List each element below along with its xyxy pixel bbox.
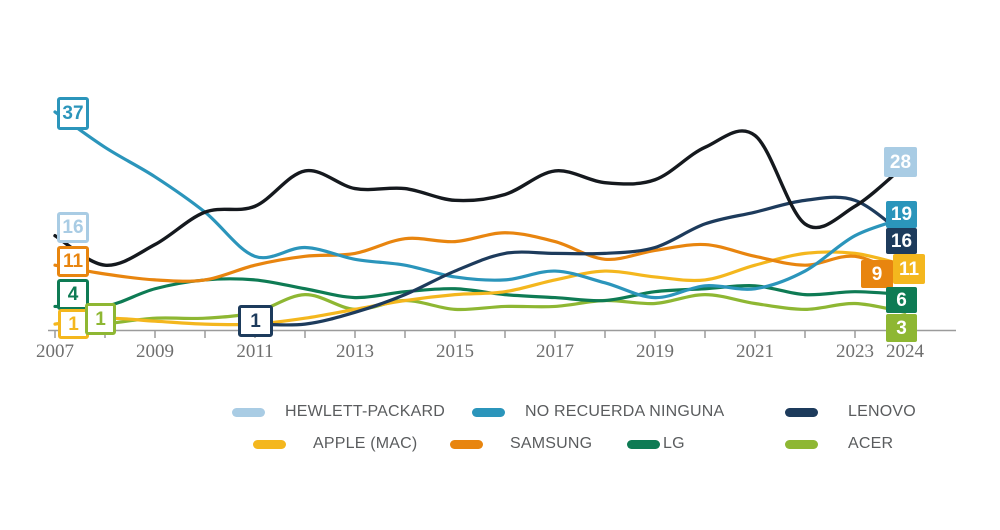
x-axis-tick-label: 2015 [436, 341, 474, 362]
legend-label-acer: ACER [848, 435, 894, 452]
series-line-no_recuerda [53, 110, 907, 300]
samsung-end-value-box: 9 [861, 260, 893, 288]
legend-swatch-lg [627, 440, 660, 449]
acer-end-value-box: 3 [886, 314, 917, 342]
lenovo-end-value-box: 16 [886, 228, 917, 254]
acer-start-value-box: 1 [85, 303, 116, 335]
no_recuerda-end-value-box: 19 [886, 201, 917, 228]
legend-swatch-samsung [450, 440, 483, 449]
legend-label-lg: LG [663, 435, 685, 452]
series-line-apple [53, 250, 907, 327]
legend-label-apple: APPLE (MAC) [313, 435, 418, 452]
lg-start-value-box: 4 [57, 279, 89, 310]
legend-swatch-acer [785, 440, 818, 449]
x-axis-tick-label: 2017 [536, 341, 574, 362]
x-axis-tick-label: 2013 [336, 341, 374, 362]
legend-swatch-no_recuerda [472, 408, 505, 417]
x-axis-tick-label: 2011 [236, 341, 273, 362]
series-line-acer [103, 293, 907, 326]
hp-start-value-box: 16 [57, 212, 89, 243]
series-line-samsung [53, 231, 907, 283]
lg-end-value-box: 6 [886, 287, 917, 313]
legend-label-hp: HEWLETT-PACKARD [285, 403, 446, 420]
samsung-start-value-box: 11 [57, 246, 89, 277]
x-axis-tick-label: 2023 [836, 341, 874, 362]
x-axis-tick-label: 2009 [136, 341, 174, 362]
series-line-lenovo [253, 195, 907, 327]
x-axis-tick-label: 2019 [636, 341, 674, 362]
no_recuerda-start-value-box: 37 [57, 97, 89, 130]
series-line-hp [53, 129, 907, 267]
legend-swatch-apple [253, 440, 286, 449]
lenovo-start-value-box: 1 [238, 305, 273, 337]
legend-label-lenovo: LENOVO [848, 403, 916, 420]
legend-label-samsung: SAMSUNG [510, 435, 593, 452]
legend-swatch-hp [232, 408, 265, 417]
apple-end-value-box: 11 [893, 254, 925, 284]
hp-end-value-box: 28 [884, 147, 917, 177]
legend-swatch-lenovo [785, 408, 818, 417]
x-axis-tick-label: 2007 [36, 341, 74, 362]
x-axis-tick-label: 2021 [736, 341, 774, 362]
legend-label-no_recuerda: NO RECUERDA NINGUNA [525, 403, 725, 420]
x-axis-tick-label: 2024 [886, 341, 925, 362]
